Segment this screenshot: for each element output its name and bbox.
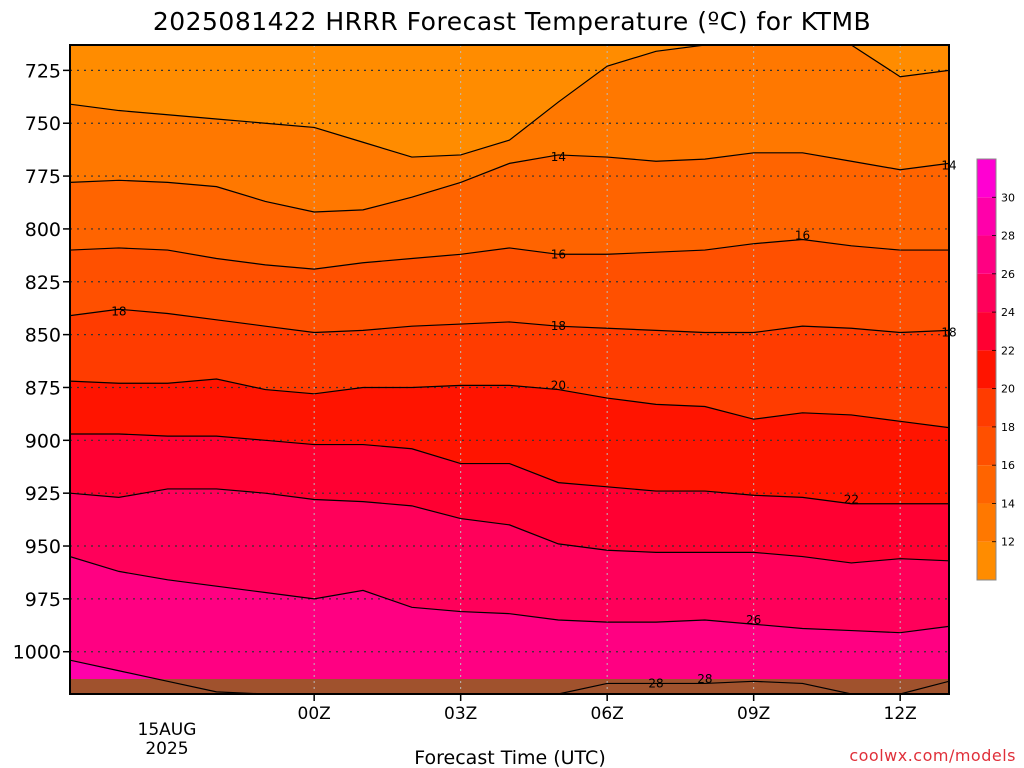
colorbar-label: 12 bbox=[1001, 536, 1015, 549]
y-tick-label: 900 bbox=[25, 430, 61, 452]
colorbar-swatch bbox=[977, 388, 996, 427]
isotherm-label: 22 bbox=[844, 493, 859, 507]
x-tick-label: 09Z bbox=[737, 704, 770, 724]
y-tick-label: 950 bbox=[25, 536, 61, 558]
fill-band-above-30 bbox=[998, 673, 1024, 699]
plot-frame bbox=[69, 44, 950, 695]
colorbar-swatch bbox=[977, 465, 996, 504]
y-tick-label: 975 bbox=[25, 589, 61, 611]
colorbar-label: 28 bbox=[1001, 230, 1015, 243]
isotherm-26 bbox=[70, 556, 949, 634]
isotherm-label: 28 bbox=[697, 672, 712, 686]
colorbar-swatch bbox=[977, 541, 996, 580]
credit-text: coolwx.com/models bbox=[849, 746, 1016, 765]
y-tick-label: 800 bbox=[25, 219, 61, 241]
y-tick-label: 925 bbox=[25, 483, 61, 505]
y-axis: 725 750 775 800 825 850 875 900 925 950 975 1000 bbox=[13, 60, 70, 664]
isotherm-12 bbox=[70, 45, 949, 158]
x-tick-label: 00Z bbox=[298, 704, 331, 724]
isotherm-14 bbox=[70, 152, 949, 213]
isotherm-label: 18 bbox=[111, 304, 126, 318]
x-tick-label: 06Z bbox=[591, 704, 624, 724]
colorbar-swatch bbox=[977, 197, 996, 236]
isotherm-label: 20 bbox=[551, 378, 566, 392]
isotherm-label: 16 bbox=[795, 228, 810, 242]
y-tick-label: 750 bbox=[25, 113, 61, 135]
isotherm-label: 14 bbox=[551, 150, 566, 164]
date-label-year: 2025 bbox=[145, 739, 188, 759]
colorbar-label: 14 bbox=[1001, 497, 1015, 510]
x-tick-label: 03Z bbox=[444, 704, 477, 724]
isotherm-label: 28 bbox=[648, 676, 663, 690]
y-tick-label: 1000 bbox=[13, 642, 61, 664]
colorbar-label: 22 bbox=[1001, 344, 1015, 357]
isotherm-20 bbox=[70, 378, 949, 429]
y-tick-label: 850 bbox=[25, 325, 61, 347]
isotherm-label: 26 bbox=[746, 613, 761, 627]
isotherm-22 bbox=[70, 433, 949, 505]
colorbar-label: 18 bbox=[1001, 421, 1015, 434]
colorbar-swatch bbox=[977, 350, 996, 389]
isotherm-lines bbox=[70, 45, 1024, 694]
temperature-fill-bands bbox=[70, 45, 1024, 699]
chart-title: 2025081422 HRRR Forecast Temperature (ºC… bbox=[153, 7, 871, 36]
colorbar-label: 24 bbox=[1001, 306, 1015, 319]
x-axis: 00Z03Z06Z09Z12Z15Z bbox=[298, 694, 917, 724]
date-label-day: 15AUG bbox=[138, 720, 197, 740]
x-tick-label: 12Z bbox=[884, 704, 917, 724]
colorbar-swatch bbox=[977, 312, 996, 351]
isotherm-30 bbox=[998, 673, 1024, 694]
isotherm-18 bbox=[70, 308, 949, 334]
isotherm-16 bbox=[70, 238, 949, 270]
colorbar-swatch bbox=[977, 273, 996, 313]
y-tick-label: 825 bbox=[25, 272, 61, 294]
colorbar-label: 30 bbox=[1001, 191, 1015, 204]
y-tick-label: 775 bbox=[25, 166, 61, 188]
colorbar-label: 26 bbox=[1001, 268, 1015, 281]
colorbar-swatch bbox=[977, 503, 996, 542]
isotherm-28 bbox=[70, 659, 949, 694]
isotherm-label: 16 bbox=[551, 247, 566, 261]
colorbar-swatch bbox=[977, 426, 996, 466]
colorbar-swatch bbox=[977, 159, 996, 198]
colorbar-swatch bbox=[977, 235, 996, 274]
colorbar-label: 16 bbox=[1001, 459, 1015, 472]
fill-band-above-26 bbox=[70, 556, 949, 694]
colorbar-frame bbox=[976, 158, 997, 581]
x-axis-title: Forecast Time (UTC) bbox=[414, 747, 605, 768]
colorbar-label: 20 bbox=[1001, 383, 1015, 396]
isotherm-label: 18 bbox=[551, 319, 566, 333]
isotherm-24 bbox=[70, 488, 949, 564]
colorbar-legend: 12 14 16 18 20 22 24 26 28 30 bbox=[976, 158, 1015, 581]
y-tick-label: 725 bbox=[25, 60, 61, 82]
y-tick-label: 875 bbox=[25, 377, 61, 399]
